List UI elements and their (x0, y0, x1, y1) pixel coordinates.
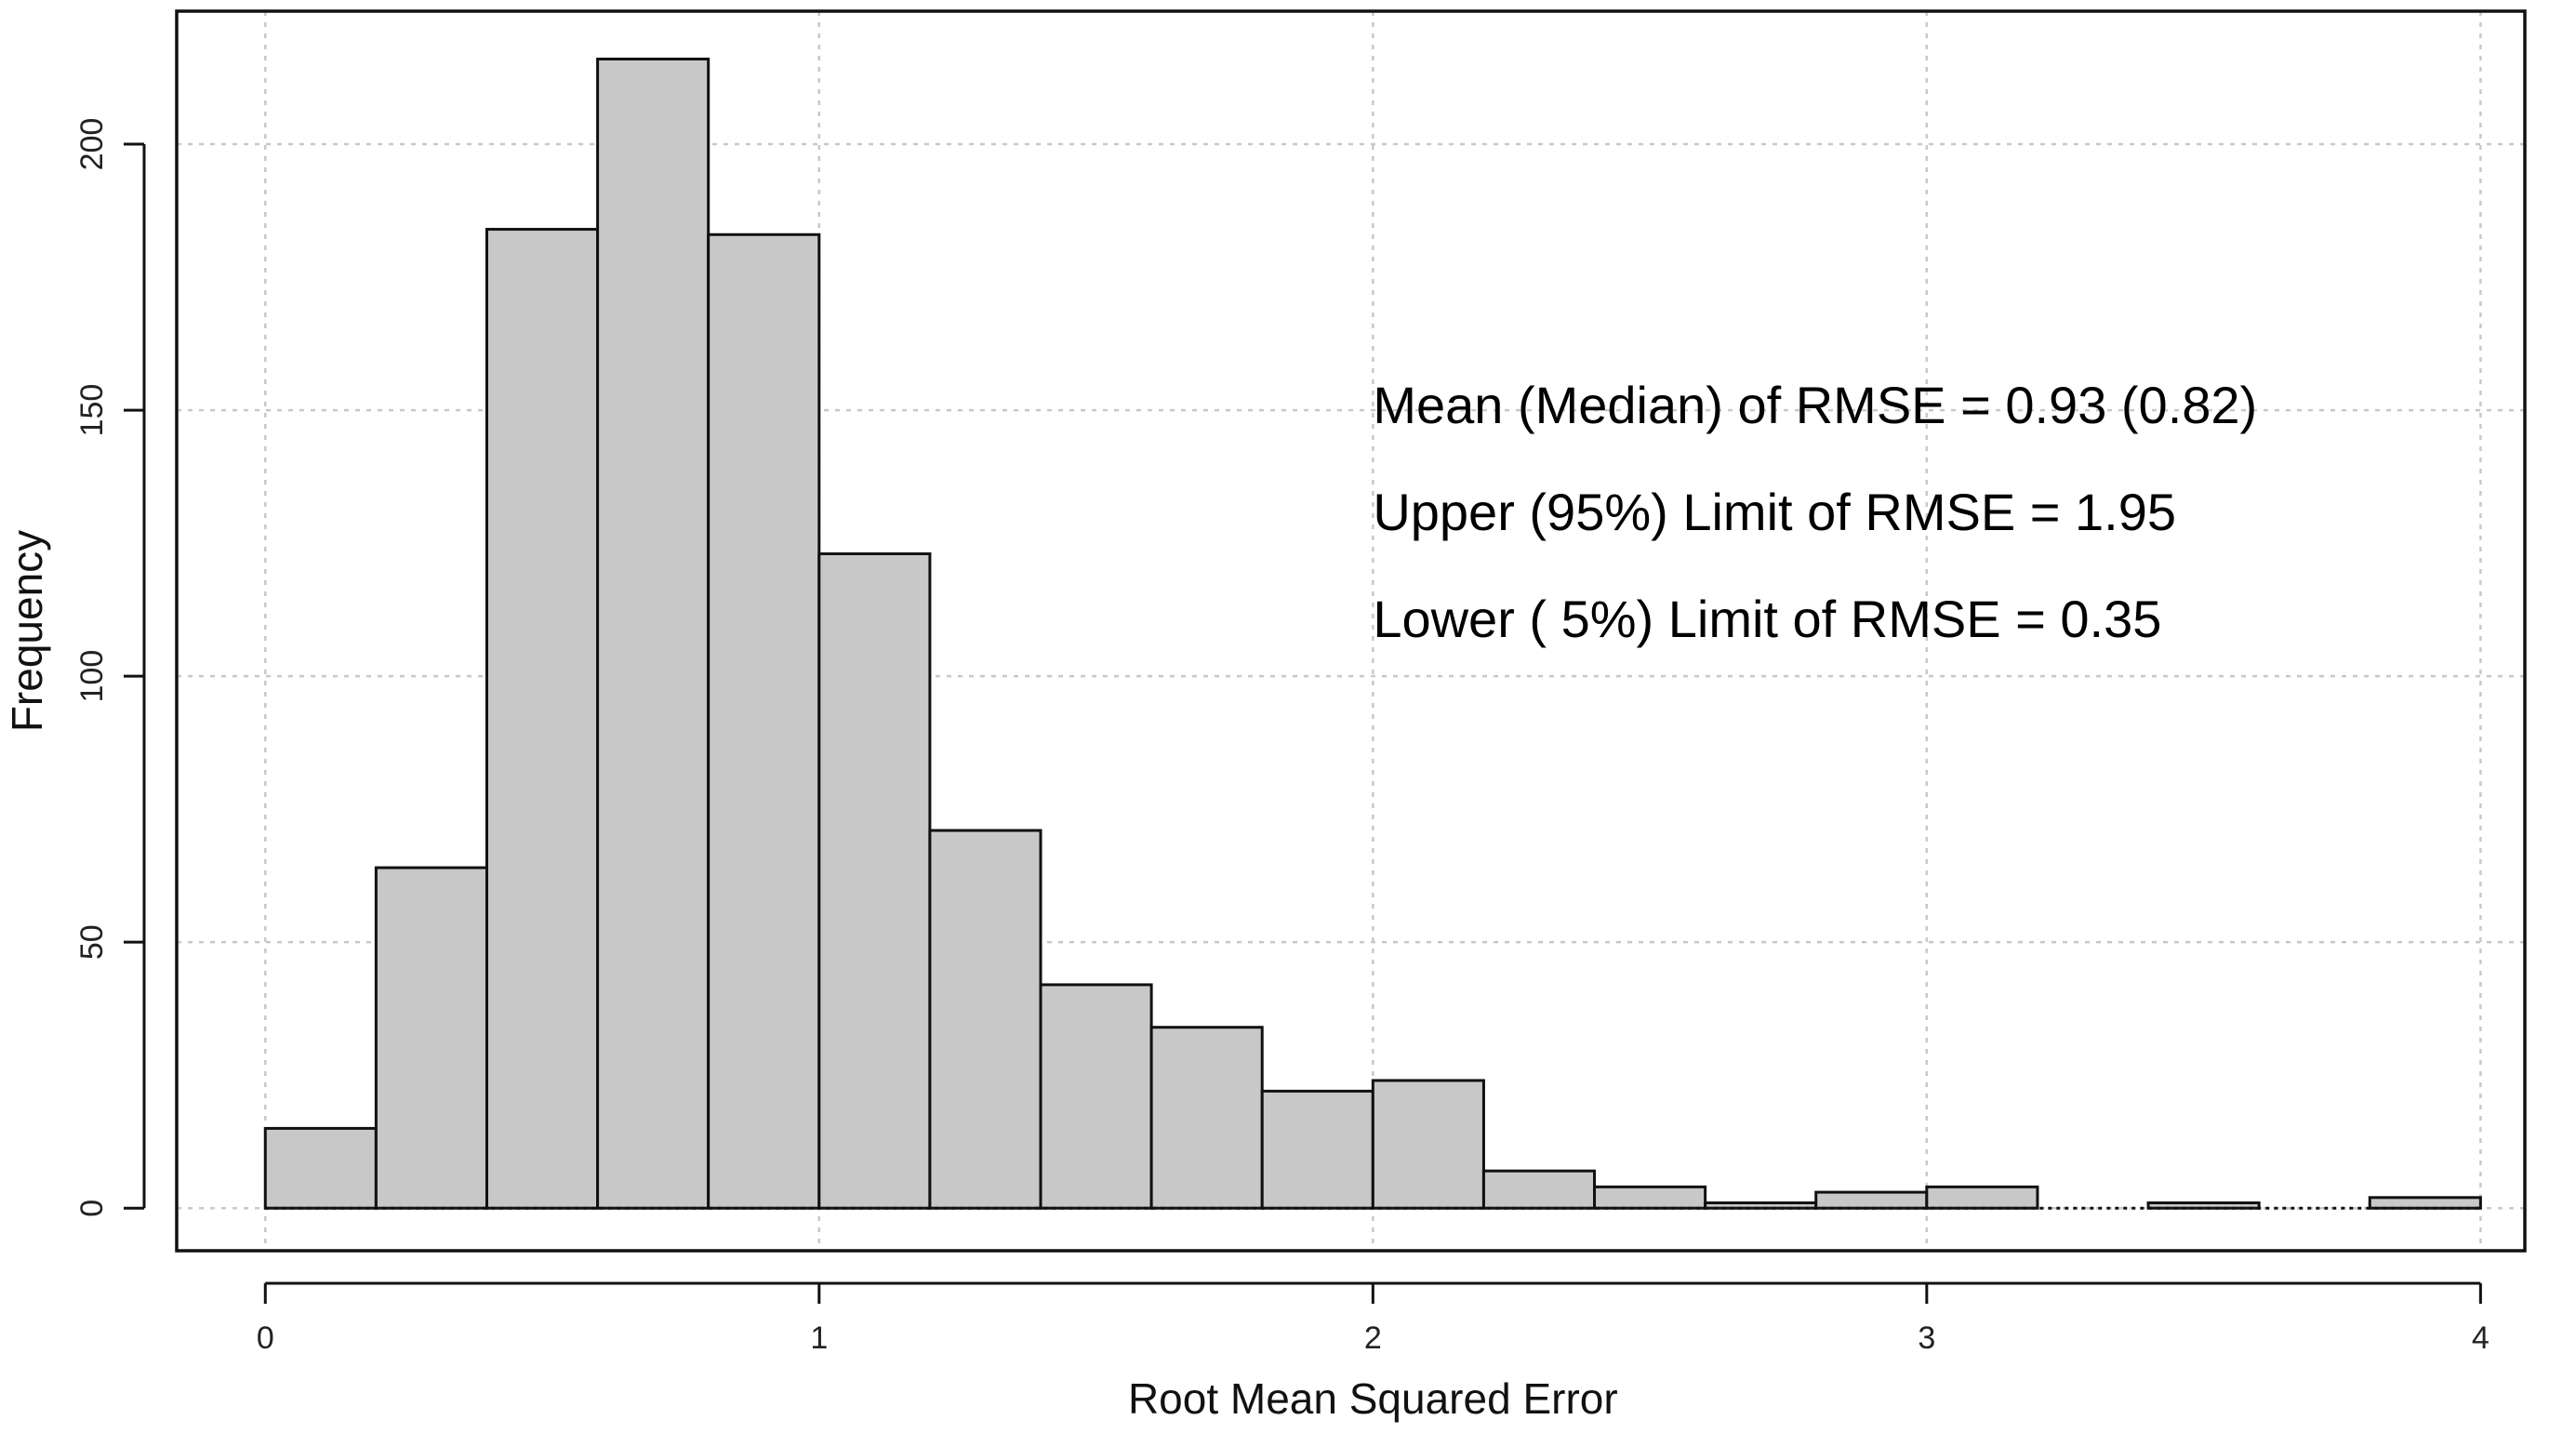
x-tick-label: 1 (810, 1320, 828, 1356)
y-tick-label: 50 (74, 924, 110, 960)
y-axis-title: Frequency (3, 530, 51, 732)
x-axis: 0 1 2 3 4 (257, 1281, 2490, 1356)
histogram-bar (1260, 1089, 1374, 1210)
annotation-lower-limit: Lower ( 5%) Limit of RMSE = 0.35 (1373, 590, 2161, 648)
x-tick-label: 4 (2472, 1320, 2490, 1356)
x-tick-label: 3 (1918, 1320, 1935, 1356)
y-tick-label: 0 (74, 1200, 110, 1217)
histogram-bar (1925, 1185, 2039, 1210)
histogram-bar (1149, 1026, 1264, 1210)
bars (263, 57, 2482, 1210)
histogram-bar (707, 232, 821, 1210)
histogram-bar (817, 552, 932, 1210)
histogram-bar (1814, 1190, 1929, 1210)
histogram-bar (263, 1126, 378, 1210)
histogram-bar (2368, 1196, 2482, 1210)
x-axis-title: Root Mean Squared Error (1128, 1374, 1618, 1423)
y-axis: 0 50 100 150 200 (74, 118, 146, 1217)
histogram-bar (1039, 983, 1153, 1210)
histogram-bar (1481, 1169, 1597, 1210)
histogram-bar (1593, 1185, 1707, 1210)
histogram-bar (928, 829, 1042, 1210)
x-tick-label: 0 (257, 1320, 274, 1356)
annotation-mean-median: Mean (Median) of RMSE = 0.93 (0.82) (1373, 376, 2257, 434)
histogram-bar (485, 228, 600, 1210)
y-tick-label: 150 (74, 384, 110, 437)
x-tick-label: 2 (1364, 1320, 1382, 1356)
histogram-bar (596, 57, 710, 1210)
y-tick-label: 100 (74, 650, 110, 703)
plot-frame (175, 9, 2527, 1253)
histogram-bar (1371, 1079, 1485, 1210)
y-tick-label: 200 (74, 118, 110, 171)
histogram-bar (374, 866, 488, 1210)
annotation-upper-limit: Upper (95%) Limit of RMSE = 1.95 (1373, 483, 2176, 541)
histogram-bar (2146, 1201, 2261, 1210)
